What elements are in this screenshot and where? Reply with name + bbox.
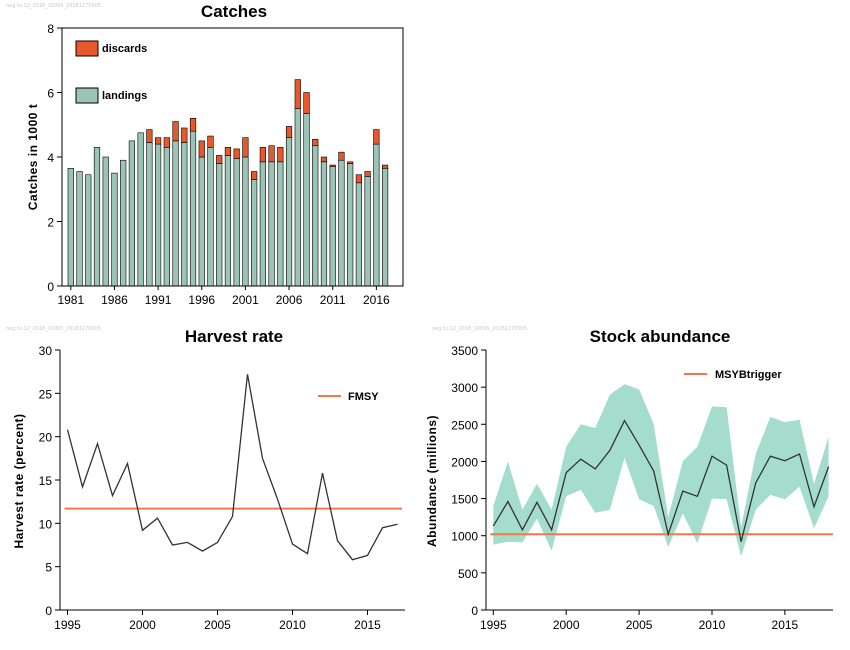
bar-discards xyxy=(381,164,389,169)
legend-swatch-landings xyxy=(75,87,99,104)
x-tick-label: 2015 xyxy=(354,618,381,632)
bar-discards xyxy=(216,155,223,164)
bar-discards xyxy=(285,126,293,138)
y-tick-label: 0 xyxy=(45,604,52,618)
plot-frame xyxy=(61,27,404,287)
x-tick-label: 2010 xyxy=(699,618,726,632)
y-tick-label: 2500 xyxy=(451,418,478,432)
x-tick-label: 1995 xyxy=(54,618,81,632)
bar-discards xyxy=(155,137,162,145)
abundance-line xyxy=(492,419,830,542)
legend-label-discards: discards xyxy=(102,43,147,55)
y-tick-label: 20 xyxy=(39,431,53,445)
confidence-band xyxy=(493,384,829,557)
y-axis-label: Harvest rate (percent) xyxy=(12,413,26,548)
y-tick-label: 500 xyxy=(458,567,478,581)
chart-title: Harvest rate xyxy=(185,327,283,346)
watermark: neg.fu.12_2018_10095_20181170005 xyxy=(6,326,102,332)
bar-discards xyxy=(233,148,240,159)
legend-label-msybtrigger: MSYBtrigger xyxy=(715,369,782,381)
bar-discards xyxy=(294,79,301,109)
bar-discards xyxy=(355,174,362,184)
bar-discards xyxy=(242,137,249,158)
bar-discards xyxy=(198,140,205,158)
x-tick-label: 1986 xyxy=(101,293,128,307)
bar-discards xyxy=(347,161,354,164)
bar-discards xyxy=(163,137,170,148)
x-tick-label: 2016 xyxy=(363,293,390,307)
legend-label-landings: landings xyxy=(102,90,147,102)
bar-discards xyxy=(224,147,232,156)
y-tick-label: 1500 xyxy=(451,493,478,507)
bar-discards xyxy=(329,164,336,167)
x-tick-label: 2006 xyxy=(276,293,303,307)
chart-title: Stock abundance xyxy=(590,327,731,346)
bar-discards xyxy=(259,147,266,163)
y-tick-label: 10 xyxy=(39,517,53,531)
bar-discards xyxy=(373,129,380,145)
legend-swatch-discards xyxy=(75,40,99,57)
y-axis-label: Catches in 1000 t xyxy=(26,104,40,211)
y-tick-label: 2000 xyxy=(451,455,478,469)
y-tick-label: 3000 xyxy=(451,381,478,395)
x-tick-label: 2010 xyxy=(279,618,306,632)
y-tick-label: 0 xyxy=(47,280,54,294)
y-axis-label: Abundance (millions) xyxy=(425,415,439,547)
x-tick-label: 2011 xyxy=(320,293,346,307)
y-tick-label: 15 xyxy=(39,474,53,488)
bar-discards xyxy=(251,171,258,180)
x-tick-label: 1981 xyxy=(57,293,84,307)
x-tick-label: 2000 xyxy=(553,618,580,632)
x-tick-label: 2005 xyxy=(204,618,231,632)
x-tick-label: 2005 xyxy=(626,618,653,632)
bar-discards xyxy=(172,121,179,142)
x-tick-label: 2015 xyxy=(772,618,799,632)
x-tick-label: 1995 xyxy=(480,618,507,632)
x-tick-label: 1991 xyxy=(145,293,172,307)
bar-discards xyxy=(181,127,188,143)
bar-discards xyxy=(312,138,319,147)
y-tick-label: 25 xyxy=(39,387,53,401)
y-tick-label: 6 xyxy=(47,87,54,101)
bar-discards xyxy=(189,118,197,132)
watermark: neg.fu.12_2018_10095_20181170005 xyxy=(432,326,528,332)
y-tick-label: 4 xyxy=(47,151,54,165)
harvest-rate-line xyxy=(66,374,398,561)
bar-discards xyxy=(207,135,214,148)
x-tick-label: 1996 xyxy=(188,293,215,307)
bar-discards xyxy=(146,129,153,143)
x-tick-label: 2000 xyxy=(129,618,156,632)
y-tick-label: 0 xyxy=(471,604,478,618)
y-tick-label: 3500 xyxy=(451,344,478,358)
y-tick-label: 2 xyxy=(47,216,54,230)
legend-label-fmsy: FMSY xyxy=(348,391,379,403)
y-tick-label: 5 xyxy=(45,561,52,575)
bar-discards xyxy=(303,92,310,114)
bar-discards xyxy=(277,147,284,163)
bar-discards xyxy=(338,151,345,161)
y-tick-label: 8 xyxy=(47,22,54,36)
y-tick-label: 30 xyxy=(39,344,53,358)
watermark: neg.fu.12_2018_10095_20181170005 xyxy=(6,3,102,9)
y-tick-label: 1000 xyxy=(451,530,478,544)
x-tick-label: 2001 xyxy=(232,293,259,307)
bar-discards xyxy=(268,145,275,163)
bar-discards xyxy=(320,156,328,163)
chart-title: Catches xyxy=(201,2,267,21)
bar-discards xyxy=(364,171,371,177)
